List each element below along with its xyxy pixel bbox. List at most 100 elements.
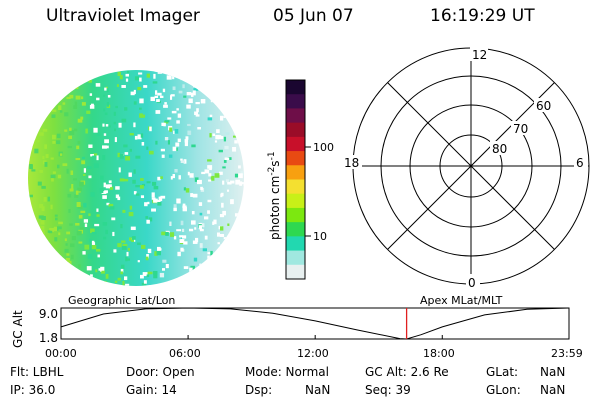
colorbar-swatch	[286, 264, 305, 280]
image-speckle	[225, 132, 230, 135]
image-speckle	[191, 220, 196, 225]
image-speckle	[80, 210, 86, 214]
image-speckle	[142, 272, 148, 277]
image-speckle	[224, 157, 230, 161]
image-speckle	[209, 114, 213, 118]
image-speckle	[125, 78, 129, 82]
image-speckle	[146, 73, 150, 78]
image-speckle	[183, 266, 189, 269]
image-speckle	[187, 130, 192, 135]
image-speckle	[227, 181, 232, 185]
image-speckle	[129, 133, 134, 136]
image-speckle	[192, 90, 196, 96]
image-speckle	[69, 94, 74, 99]
image-speckle	[176, 198, 181, 204]
image-speckle	[97, 254, 100, 258]
y-tick-low: 1.8	[39, 331, 58, 345]
image-speckle	[70, 254, 74, 260]
image-speckle	[129, 205, 133, 210]
image-speckle	[165, 264, 169, 269]
image-speckle	[134, 135, 138, 140]
image-speckle	[83, 168, 87, 173]
image-speckle	[118, 167, 121, 173]
image-speckle	[91, 83, 96, 88]
image-speckle	[149, 150, 154, 155]
image-speckle	[146, 274, 150, 277]
image-speckle	[165, 231, 169, 236]
image-speckle	[243, 184, 244, 187]
image-speckle	[232, 147, 237, 152]
image-speckle	[199, 243, 203, 248]
image-speckle	[207, 159, 212, 162]
image-speckle	[210, 250, 213, 256]
instrument-title: Ultraviolet Imager	[46, 6, 200, 26]
image-speckle	[153, 271, 158, 275]
image-speckle	[150, 96, 155, 102]
image-speckle	[139, 77, 142, 82]
image-speckle	[43, 197, 47, 202]
image-speckle	[224, 145, 229, 150]
image-speckle	[178, 90, 183, 94]
image-speckle	[65, 243, 68, 246]
image-speckle	[105, 274, 109, 279]
image-speckle	[182, 235, 187, 239]
image-speckle	[155, 110, 161, 114]
image-speckle	[171, 110, 177, 114]
dsp-label: Dsp:	[245, 383, 273, 397]
image-speckle	[238, 165, 241, 169]
image-speckle	[100, 175, 104, 180]
image-speckle	[215, 135, 220, 140]
image-speckle	[133, 89, 136, 95]
image-speckle	[122, 280, 125, 286]
timeline-y-axis-label: GC Alt	[11, 310, 25, 348]
image-speckle	[134, 76, 140, 81]
image-speckle	[82, 251, 86, 255]
image-speckle	[223, 159, 227, 163]
image-speckle	[184, 139, 189, 143]
image-speckle	[219, 135, 222, 140]
image-speckle	[155, 140, 158, 145]
image-speckle	[93, 163, 99, 169]
image-speckle	[67, 193, 72, 198]
image-speckle	[147, 248, 152, 254]
image-speckle	[104, 139, 109, 144]
image-speckle	[222, 166, 226, 169]
image-speckle	[138, 72, 143, 75]
image-speckle	[94, 223, 100, 227]
image-speckle	[88, 213, 91, 217]
image-speckle	[241, 182, 244, 185]
image-speckle	[183, 159, 187, 164]
image-speckle	[192, 193, 198, 198]
image-speckle	[161, 154, 165, 158]
image-speckle	[103, 133, 107, 136]
image-speckle	[139, 185, 144, 189]
image-speckle	[91, 242, 96, 245]
image-speckle	[93, 127, 98, 133]
image-speckle	[96, 249, 101, 252]
image-speckle	[194, 227, 197, 230]
image-speckle	[172, 76, 175, 80]
image-speckle	[105, 196, 108, 202]
image-speckle	[180, 160, 185, 164]
filter-value: Flt: LBHL	[10, 365, 64, 379]
image-speckle	[140, 114, 146, 118]
image-speckle	[118, 122, 122, 128]
image-speckle	[121, 85, 126, 88]
image-speckle	[148, 217, 153, 222]
image-speckle	[120, 268, 124, 273]
glon-value: NaN	[540, 383, 566, 397]
image-speckle	[67, 145, 73, 149]
image-speckle	[141, 282, 147, 286]
image-speckle	[29, 194, 34, 198]
x-tick-label-2359: 23:59	[551, 347, 583, 360]
image-speckle	[81, 160, 86, 165]
image-speckle	[69, 223, 73, 226]
image-speckle	[89, 238, 92, 243]
mlt-label-18: 18	[344, 156, 359, 170]
image-speckle	[86, 266, 92, 271]
image-speckle	[179, 239, 185, 244]
image-speckle	[77, 140, 81, 145]
image-speckle	[106, 102, 109, 107]
image-speckle	[180, 247, 184, 252]
colorbar-swatch	[286, 250, 305, 266]
